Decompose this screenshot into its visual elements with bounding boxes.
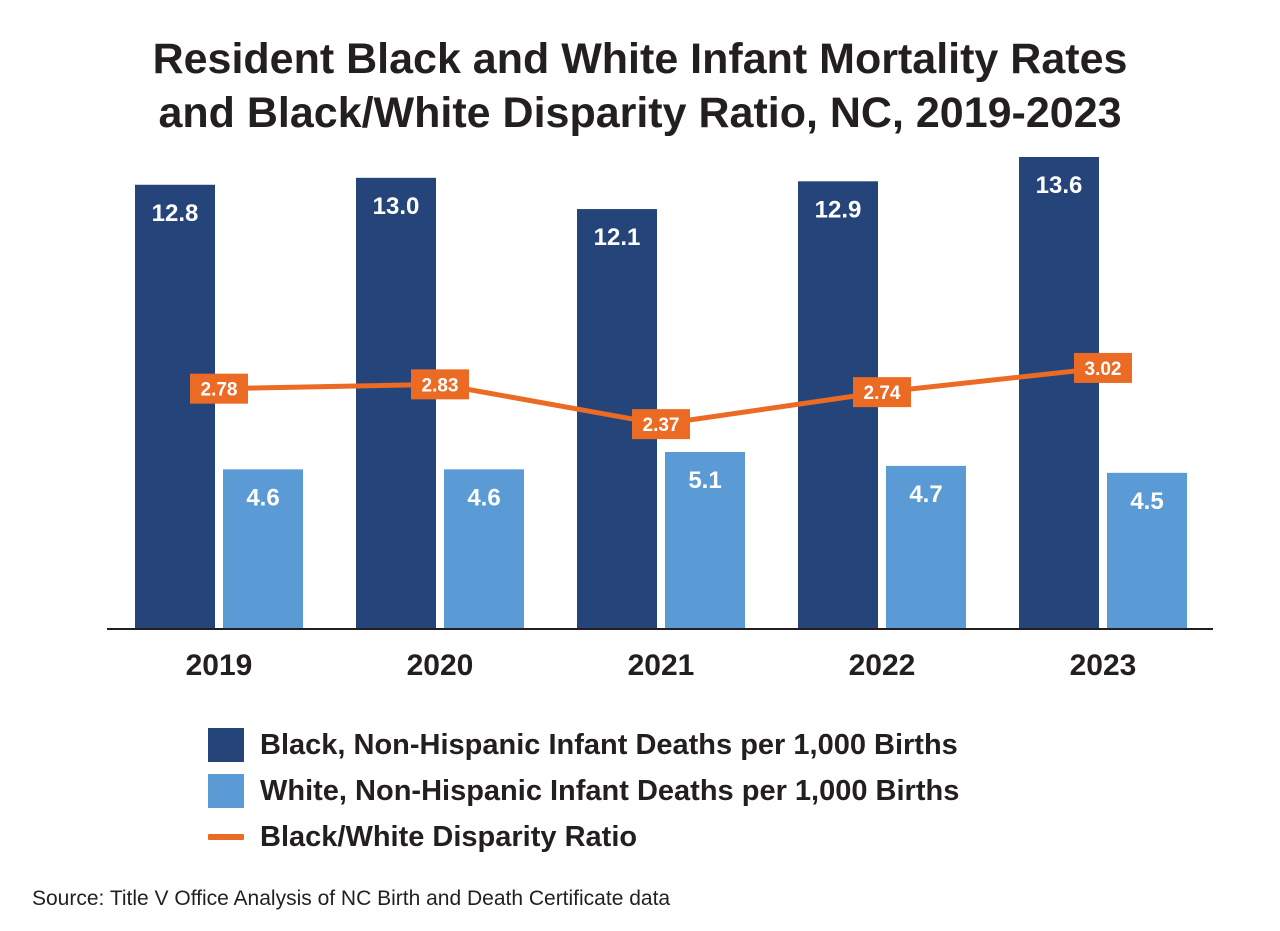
bar-label-black-2023: 13.6	[1036, 172, 1083, 199]
bar-white-2022	[886, 465, 966, 629]
legend-label-ratio: Black/White Disparity Ratio	[260, 820, 638, 853]
ratio-label-2019: 2.78	[201, 380, 238, 401]
legend-label-black: Black, Non-Hispanic Infant Deaths per 1,…	[260, 728, 958, 761]
chart-plot: 12.8 4.6 2019 13.0 4.6 2020 12.1 5.1 2021 12.9 4.7…	[107, 157, 1213, 682]
x-tick-label-2023: 2023	[1070, 649, 1137, 682]
x-tick-label-2020: 2020	[407, 649, 474, 682]
legend-swatch-black	[208, 728, 244, 762]
bar-label-black-2021: 12.1	[594, 224, 641, 251]
x-tick-label-2019: 2019	[186, 649, 253, 682]
bar-black-2023	[1019, 157, 1099, 629]
ratio-point-2019	[190, 373, 248, 404]
bar-white-2019	[223, 469, 303, 629]
bar-white-2021	[665, 452, 745, 629]
ratio-point-2023	[1074, 352, 1132, 383]
bar-black-2019	[135, 184, 215, 629]
bar-label-white-2019: 4.6	[246, 484, 279, 511]
chart-title: Resident Black and White Infant Mortalit…	[0, 32, 1280, 140]
bar-label-white-2022: 4.7	[909, 481, 942, 508]
bar-white-2023	[1107, 472, 1187, 629]
bar-white-2020	[444, 469, 524, 629]
chart-title-line-1: Resident Black and White Infant Mortalit…	[152, 35, 1128, 83]
legend-label-white: White, Non-Hispanic Infant Deaths per 1,…	[260, 774, 960, 807]
chart-title-line-2: and Black/White Disparity Ratio, NC, 201…	[158, 89, 1122, 137]
ratio-point-2021	[632, 409, 690, 440]
ratio-label-2022: 2.74	[864, 383, 901, 404]
legend-item-black: Black, Non-Hispanic Infant Deaths per 1,…	[208, 722, 959, 768]
ratio-label-2023: 3.02	[1085, 359, 1122, 380]
bar-label-white-2021: 5.1	[688, 467, 721, 494]
ratio-point-2020	[411, 369, 469, 400]
legend-item-white: White, Non-Hispanic Infant Deaths per 1,…	[208, 768, 959, 814]
source-note: Source: Title V Office Analysis of NC Bi…	[32, 887, 671, 910]
legend: Black, Non-Hispanic Infant Deaths per 1,…	[208, 722, 959, 860]
legend-swatch-ratio	[208, 834, 244, 840]
bar-label-white-2020: 4.6	[467, 484, 500, 511]
ratio-label-2020: 2.83	[422, 375, 459, 396]
legend-swatch-white	[208, 774, 244, 808]
bar-black-2020	[356, 177, 436, 629]
ratio-point-2022	[853, 377, 911, 408]
x-tick-label-2022: 2022	[849, 649, 916, 682]
bar-label-black-2020: 13.0	[373, 193, 420, 220]
bar-label-black-2022: 12.9	[815, 196, 862, 223]
legend-item-ratio: Black/White Disparity Ratio	[208, 814, 959, 860]
ratio-label-2021: 2.37	[643, 415, 680, 436]
bar-label-white-2023: 4.5	[1130, 488, 1163, 515]
x-tick-label-2021: 2021	[628, 649, 695, 682]
bar-label-black-2019: 12.8	[152, 200, 199, 227]
